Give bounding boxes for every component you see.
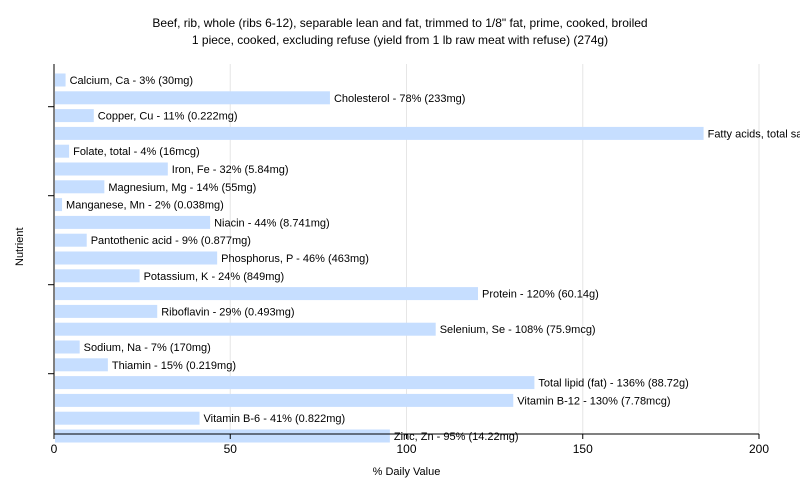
bar [55, 198, 63, 212]
y-axis-title: Nutrient [14, 227, 26, 266]
x-tick-label: 50 [224, 442, 238, 456]
bar-label: Sodium, Na - 7% (170mg) [84, 342, 211, 354]
bar [55, 376, 535, 390]
bar [55, 322, 436, 336]
bar-label: Total lipid (fat) - 136% (88.72g) [538, 378, 688, 390]
bar-label: Phosphorus, P - 46% (463mg) [221, 253, 369, 265]
bar [55, 411, 200, 425]
bar [55, 144, 70, 158]
bar [55, 180, 105, 194]
bar-label: Protein - 120% (60.14g) [482, 289, 599, 301]
bar-label: Potassium, K - 24% (849mg) [144, 271, 285, 283]
bar-label: Vitamin B-6 - 41% (0.822mg) [204, 413, 346, 425]
bar [55, 126, 704, 140]
x-tick-label: 150 [573, 442, 593, 456]
bar-label: Selenium, Se - 108% (75.9mcg) [440, 324, 596, 336]
bar-label: Fatty acids, total saturated - 184% (36.… [708, 128, 800, 140]
bar [55, 109, 94, 123]
x-tick-label: 200 [749, 442, 769, 456]
bar-label: Calcium, Ca - 3% (30mg) [70, 75, 193, 87]
bar [55, 73, 66, 87]
bar [55, 340, 80, 354]
x-tick-label: 0 [51, 442, 58, 456]
bar-label: Folate, total - 4% (16mcg) [73, 146, 200, 158]
bar-label: Copper, Cu - 11% (0.222mg) [98, 111, 238, 123]
bar-label: Magnesium, Mg - 14% (55mg) [108, 182, 256, 194]
bar [55, 393, 514, 407]
bar [55, 304, 158, 318]
bar [55, 233, 87, 247]
bar-label: Pantothenic acid - 9% (0.877mg) [91, 235, 251, 247]
bar [55, 215, 211, 229]
bar-label: Iron, Fe - 32% (5.84mg) [172, 164, 289, 176]
bar [55, 269, 140, 283]
bar-label: Cholesterol - 78% (233mg) [334, 93, 465, 105]
bar-label: Manganese, Mn - 2% (0.038mg) [66, 200, 224, 212]
bar [55, 251, 218, 265]
x-axis-title: % Daily Value [372, 466, 441, 478]
chart-title: Beef, rib, whole (ribs 6-12), separable … [152, 16, 648, 30]
bar-label: Riboflavin - 29% (0.493mg) [161, 306, 294, 318]
bar [55, 287, 478, 301]
bar [55, 162, 168, 176]
bar [55, 358, 108, 372]
bar-label: Vitamin B-12 - 130% (7.78mcg) [517, 395, 670, 407]
bar-label: Thiamin - 15% (0.219mg) [112, 360, 236, 372]
x-tick-label: 100 [396, 442, 416, 456]
bar [55, 429, 390, 443]
bar-label: Niacin - 44% (8.741mg) [214, 217, 330, 229]
bar [55, 91, 330, 105]
chart-subtitle: 1 piece, cooked, excluding refuse (yield… [191, 33, 609, 47]
